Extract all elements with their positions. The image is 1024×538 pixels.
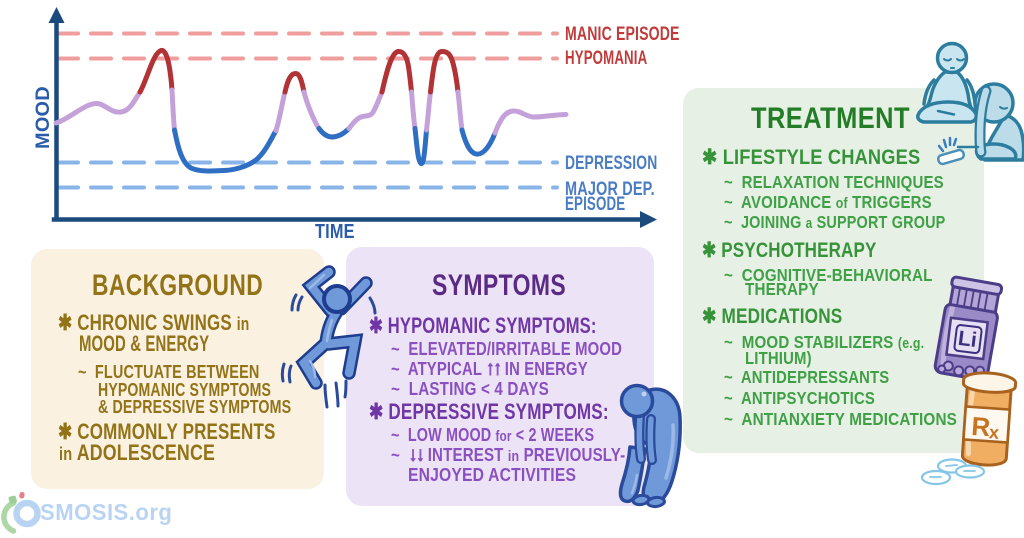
svg-text:R: R (970, 411, 991, 442)
svg-text:x: x (988, 422, 999, 443)
svg-text:Li: Li (957, 327, 978, 352)
